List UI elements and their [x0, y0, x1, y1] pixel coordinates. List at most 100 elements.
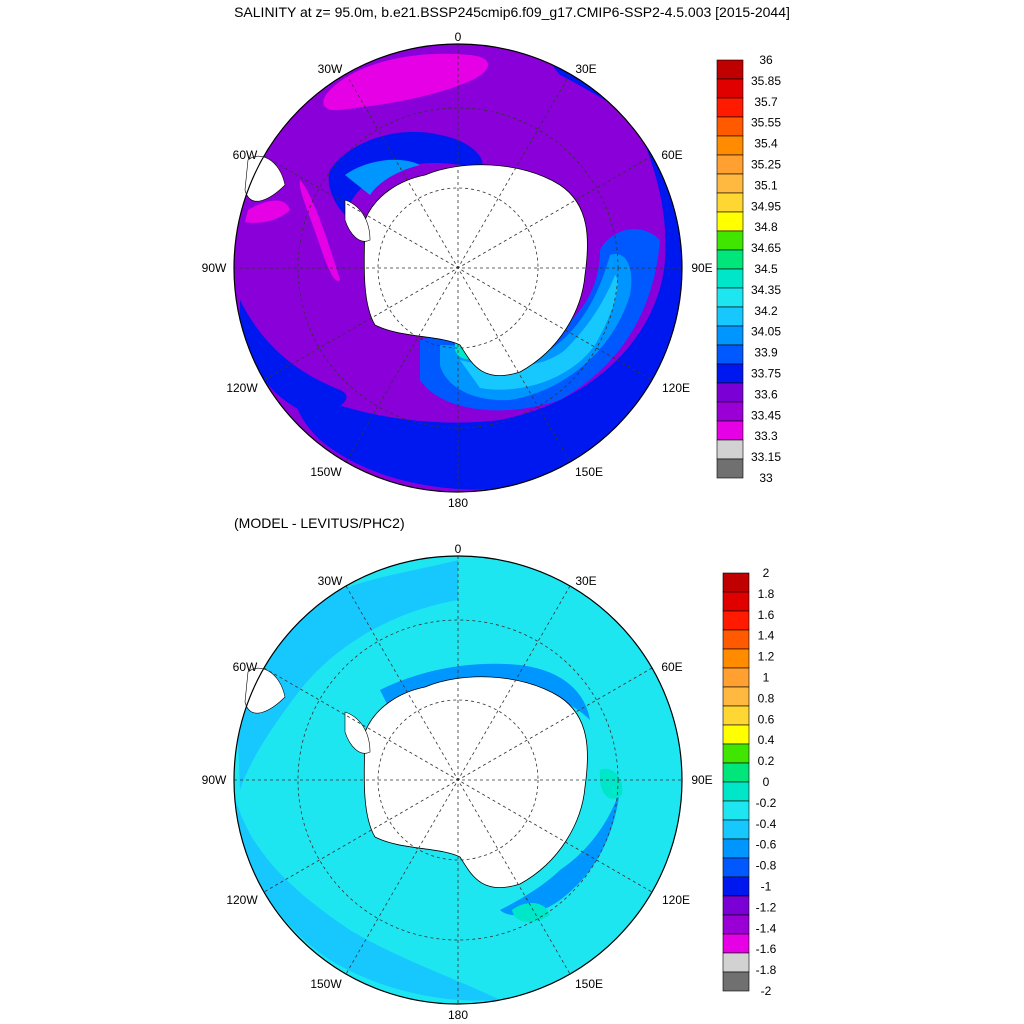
lon-label-90e: 90E [691, 773, 712, 787]
colorbar-swatch [722, 610, 750, 631]
colorbar-label: 35.55 [751, 116, 781, 130]
colorbar-label: -1.4 [756, 921, 777, 935]
colorbar-label: 0.8 [758, 691, 775, 705]
colorbar-label: 34.2 [754, 304, 778, 318]
colorbar-label: 35.7 [754, 95, 778, 109]
midblue-south [236, 800, 500, 1001]
colorbar-label: 34.95 [751, 199, 781, 213]
antarctic-peninsula [344, 199, 371, 242]
blue-band-east [296, 60, 682, 490]
colorbar-label: 33.75 [751, 367, 781, 381]
colorbar-swatch [716, 97, 744, 118]
colorbar-swatch [722, 762, 750, 783]
difference-colorbar: 2 1.8 1.6 1.4 1.2 1 0.8 0.6 0.4 0.2 0 -0.2 -0.4 -0.6 -… [722, 566, 777, 998]
colorbar-label: 1.4 [758, 629, 775, 643]
colorbar-swatch [716, 382, 744, 403]
colorbar-swatch [722, 857, 750, 878]
south-america-tip [244, 667, 286, 714]
graticule [234, 556, 682, 1004]
colorbar-swatch [722, 686, 750, 707]
colorbar-label: 33.6 [754, 387, 778, 401]
salinity-colorbar: 36 35.85 35.7 35.55 35.4 35.25 35.1 34.95 34.8 34… [716, 53, 781, 485]
colorbar-swatch [716, 363, 744, 384]
lon-label-30w: 30W [318, 62, 343, 76]
colorbar-label: 34.5 [754, 262, 778, 276]
colorbar-swatch [716, 458, 744, 479]
colorbar-label: 33.9 [754, 346, 778, 360]
colorbar-label: 35.25 [751, 158, 781, 172]
colorbar-label: 34.8 [754, 220, 778, 234]
colorbar-swatch [722, 667, 750, 688]
colorbar-swatch [716, 325, 744, 346]
colorbar-label: -2 [761, 984, 772, 998]
colorbar-label: 0 [763, 775, 770, 789]
colorbar-label: 33.45 [751, 408, 781, 422]
figure-title: SALINITY at z= 95.0m, b.e21.BSSP245cmip6… [234, 4, 790, 20]
colorbar-label: 35.85 [751, 74, 781, 88]
lon-label-90e: 90E [691, 261, 712, 275]
lon-label-90w: 90W [202, 773, 227, 787]
lon-label-180: 180 [448, 496, 468, 510]
colorbar-swatch [716, 306, 744, 327]
lon-label-120e: 120E [662, 893, 690, 907]
magenta-patch-west [245, 200, 290, 223]
colorbar-label: 2 [763, 566, 770, 580]
lon-label-150w: 150W [310, 977, 342, 991]
figure-subtitle: (MODEL - LEVITUS/PHC2) [234, 515, 405, 531]
colorbar-label: -1 [761, 880, 772, 894]
colorbar-swatch [716, 154, 744, 175]
colorbar-label: 33 [759, 471, 773, 485]
colorbar-label: -0.6 [756, 838, 777, 852]
colorbar-swatch [716, 439, 744, 460]
colorbar-label: 36 [759, 53, 773, 67]
colorbar-swatch [722, 914, 750, 935]
map-border [233, 555, 683, 1005]
magenta-streak [299, 180, 340, 281]
salinity-map: 0 30W 30E 60W 60E 90W 90E 120W 120E 150W… [202, 30, 713, 510]
colorbar-label: -0.4 [756, 817, 777, 831]
colorbar-swatch [716, 268, 744, 289]
colorbar-label: 35.4 [754, 137, 778, 151]
colorbar-label: 34.35 [751, 283, 781, 297]
weddell-lightblue [345, 159, 420, 195]
colorbar-swatch [722, 838, 750, 859]
colorbar-label: 0.6 [758, 712, 775, 726]
colorbar-swatch [722, 895, 750, 916]
colorbar-swatch [722, 705, 750, 726]
difference-map: 0 30W 30E 60W 60E 90W 90E 120W 120E 150W… [202, 542, 713, 1022]
blue-band-west [240, 300, 347, 413]
shelf-arc-blue [500, 790, 620, 916]
lon-label-180: 180 [448, 1008, 468, 1022]
lon-label-0: 0 [455, 542, 462, 556]
colorbar-swatch [716, 116, 744, 137]
lon-label-120w: 120W [226, 381, 258, 395]
map-border [233, 43, 683, 493]
colorbar-swatch [722, 952, 750, 973]
colorbar-swatch [716, 249, 744, 270]
colorbar-label: -1.8 [756, 963, 777, 977]
colorbar-label: 34.05 [751, 325, 781, 339]
colorbar-label: 33.15 [751, 450, 781, 464]
colorbar-swatch [722, 743, 750, 764]
graticule [234, 44, 682, 492]
colorbar-swatch [716, 401, 744, 422]
lon-label-30e: 30E [575, 574, 596, 588]
colorbar-swatch [716, 78, 744, 99]
lon-label-90w: 90W [202, 261, 227, 275]
colorbar-swatch [722, 648, 750, 669]
midblue-west [236, 560, 458, 790]
colorbar-swatch [716, 287, 744, 308]
colorbar-label: 0.2 [758, 754, 775, 768]
colorbar-swatch [722, 800, 750, 821]
colorbar-label: 1.6 [758, 608, 775, 622]
lon-label-120w: 120W [226, 893, 258, 907]
lon-label-30e: 30E [575, 62, 596, 76]
colorbar-swatch [716, 173, 744, 194]
colorbar-swatch [722, 933, 750, 954]
lon-label-120e: 120E [662, 381, 690, 395]
colorbar-label: -0.8 [756, 859, 777, 873]
colorbar-swatch [716, 420, 744, 441]
colorbar-label: 1 [763, 671, 770, 685]
south-america-tip [244, 155, 286, 202]
